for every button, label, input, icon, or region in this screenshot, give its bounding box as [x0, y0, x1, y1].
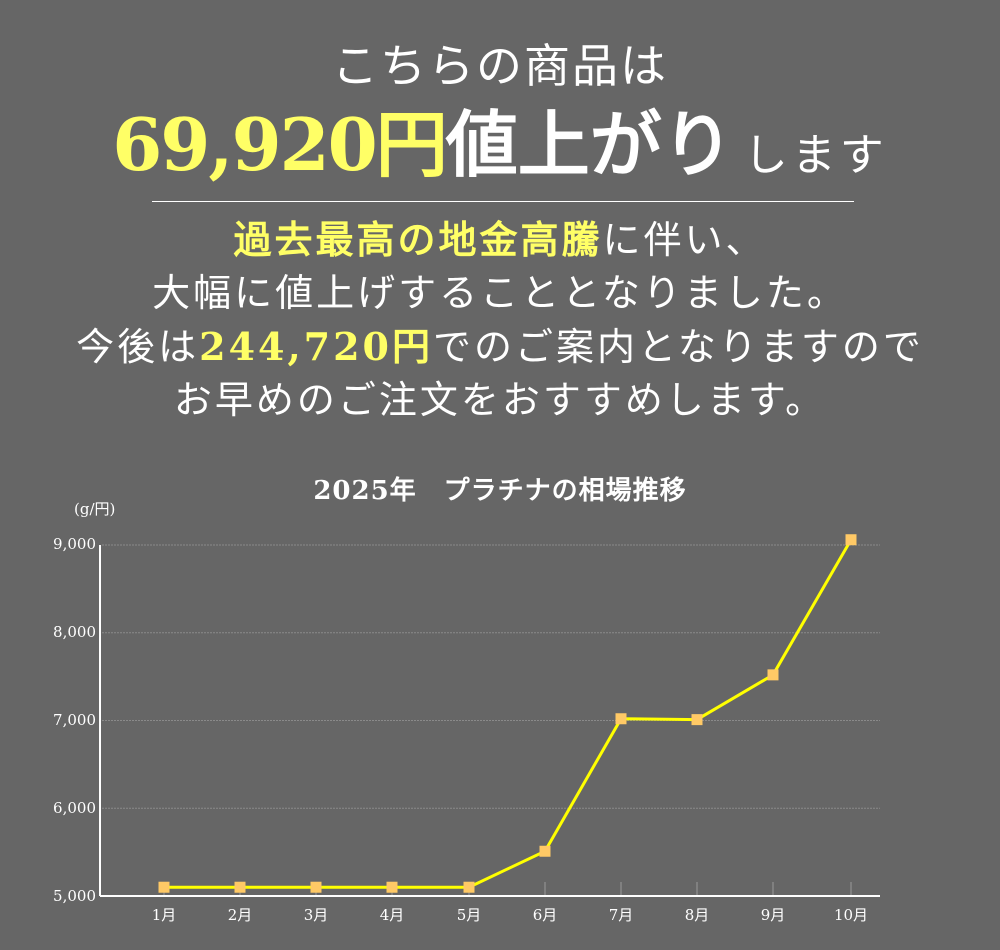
x-tick-label: 3月 [303, 906, 329, 924]
x-tick-label: 2月 [227, 906, 253, 924]
x-tick-label: 6月 [532, 906, 558, 924]
announcement-line-1: 過去最高の地金高騰に伴い、 [0, 213, 1000, 267]
announcement-line-2: 大幅に値上げすることとなりました。 [152, 271, 848, 315]
y-axis-unit: (g/円) [74, 500, 116, 518]
x-tick-label: 1月 [151, 906, 177, 924]
data-point-marker [386, 881, 398, 893]
y-tick-label: 7,000 [53, 711, 96, 729]
rise-word: 値上がり [445, 102, 734, 187]
announcement-line-1-rest: に伴い、 [602, 218, 767, 262]
gridlines [102, 544, 880, 809]
x-tick-label: 9月 [760, 906, 786, 924]
data-point-marker [539, 845, 551, 857]
headline-suffix: します [743, 130, 888, 181]
announcement-line-3-rest: でのご案内となりますので [433, 325, 924, 369]
highlight-record-high: 過去最高の地金高騰 [233, 217, 603, 262]
y-tick-label: 8,000 [53, 623, 96, 641]
announcement-text: 過去最高の地金高騰に伴い、 大幅に値上げすることとなりました。 今後は244,7… [0, 213, 1000, 427]
y-tick-label: 5,000 [53, 887, 96, 905]
headline-intro: こちらの商品は [332, 39, 668, 93]
data-point-marker [158, 881, 170, 893]
data-point-markers [158, 534, 857, 893]
y-tick-label: 6,000 [53, 799, 96, 817]
new-price: 244,720円 [199, 324, 433, 369]
data-point-marker [615, 713, 627, 725]
data-point-marker [691, 714, 703, 726]
price-increase-amount: 69,920円 [112, 102, 448, 187]
data-point-marker [310, 881, 322, 893]
x-tick-label: 10月 [833, 906, 869, 924]
x-tick-label: 5月 [456, 906, 482, 924]
divider [152, 201, 854, 202]
announcement-line-4: お早めのご注文をおすすめします。 [173, 378, 827, 422]
x-tick-label: 8月 [684, 906, 710, 924]
platinum-price-line [164, 538, 853, 889]
announcement-line-3: 今後は244,720円でのご案内となりますので [0, 320, 1000, 374]
chart-title: 2025年 プラチナの相場推移 [313, 476, 687, 506]
y-tick-label: 9,000 [53, 535, 96, 553]
data-point-marker [463, 881, 475, 893]
x-axis-ticks [163, 882, 852, 896]
data-point-marker [234, 881, 246, 893]
x-tick-label: 4月 [379, 906, 405, 924]
announcement-line-3-prefix: 今後は [76, 325, 200, 369]
data-point-marker [767, 669, 779, 681]
data-point-marker [845, 534, 857, 546]
x-tick-label: 7月 [608, 906, 634, 924]
headline-price-rise: 69,920円値上がり します [0, 100, 1000, 210]
